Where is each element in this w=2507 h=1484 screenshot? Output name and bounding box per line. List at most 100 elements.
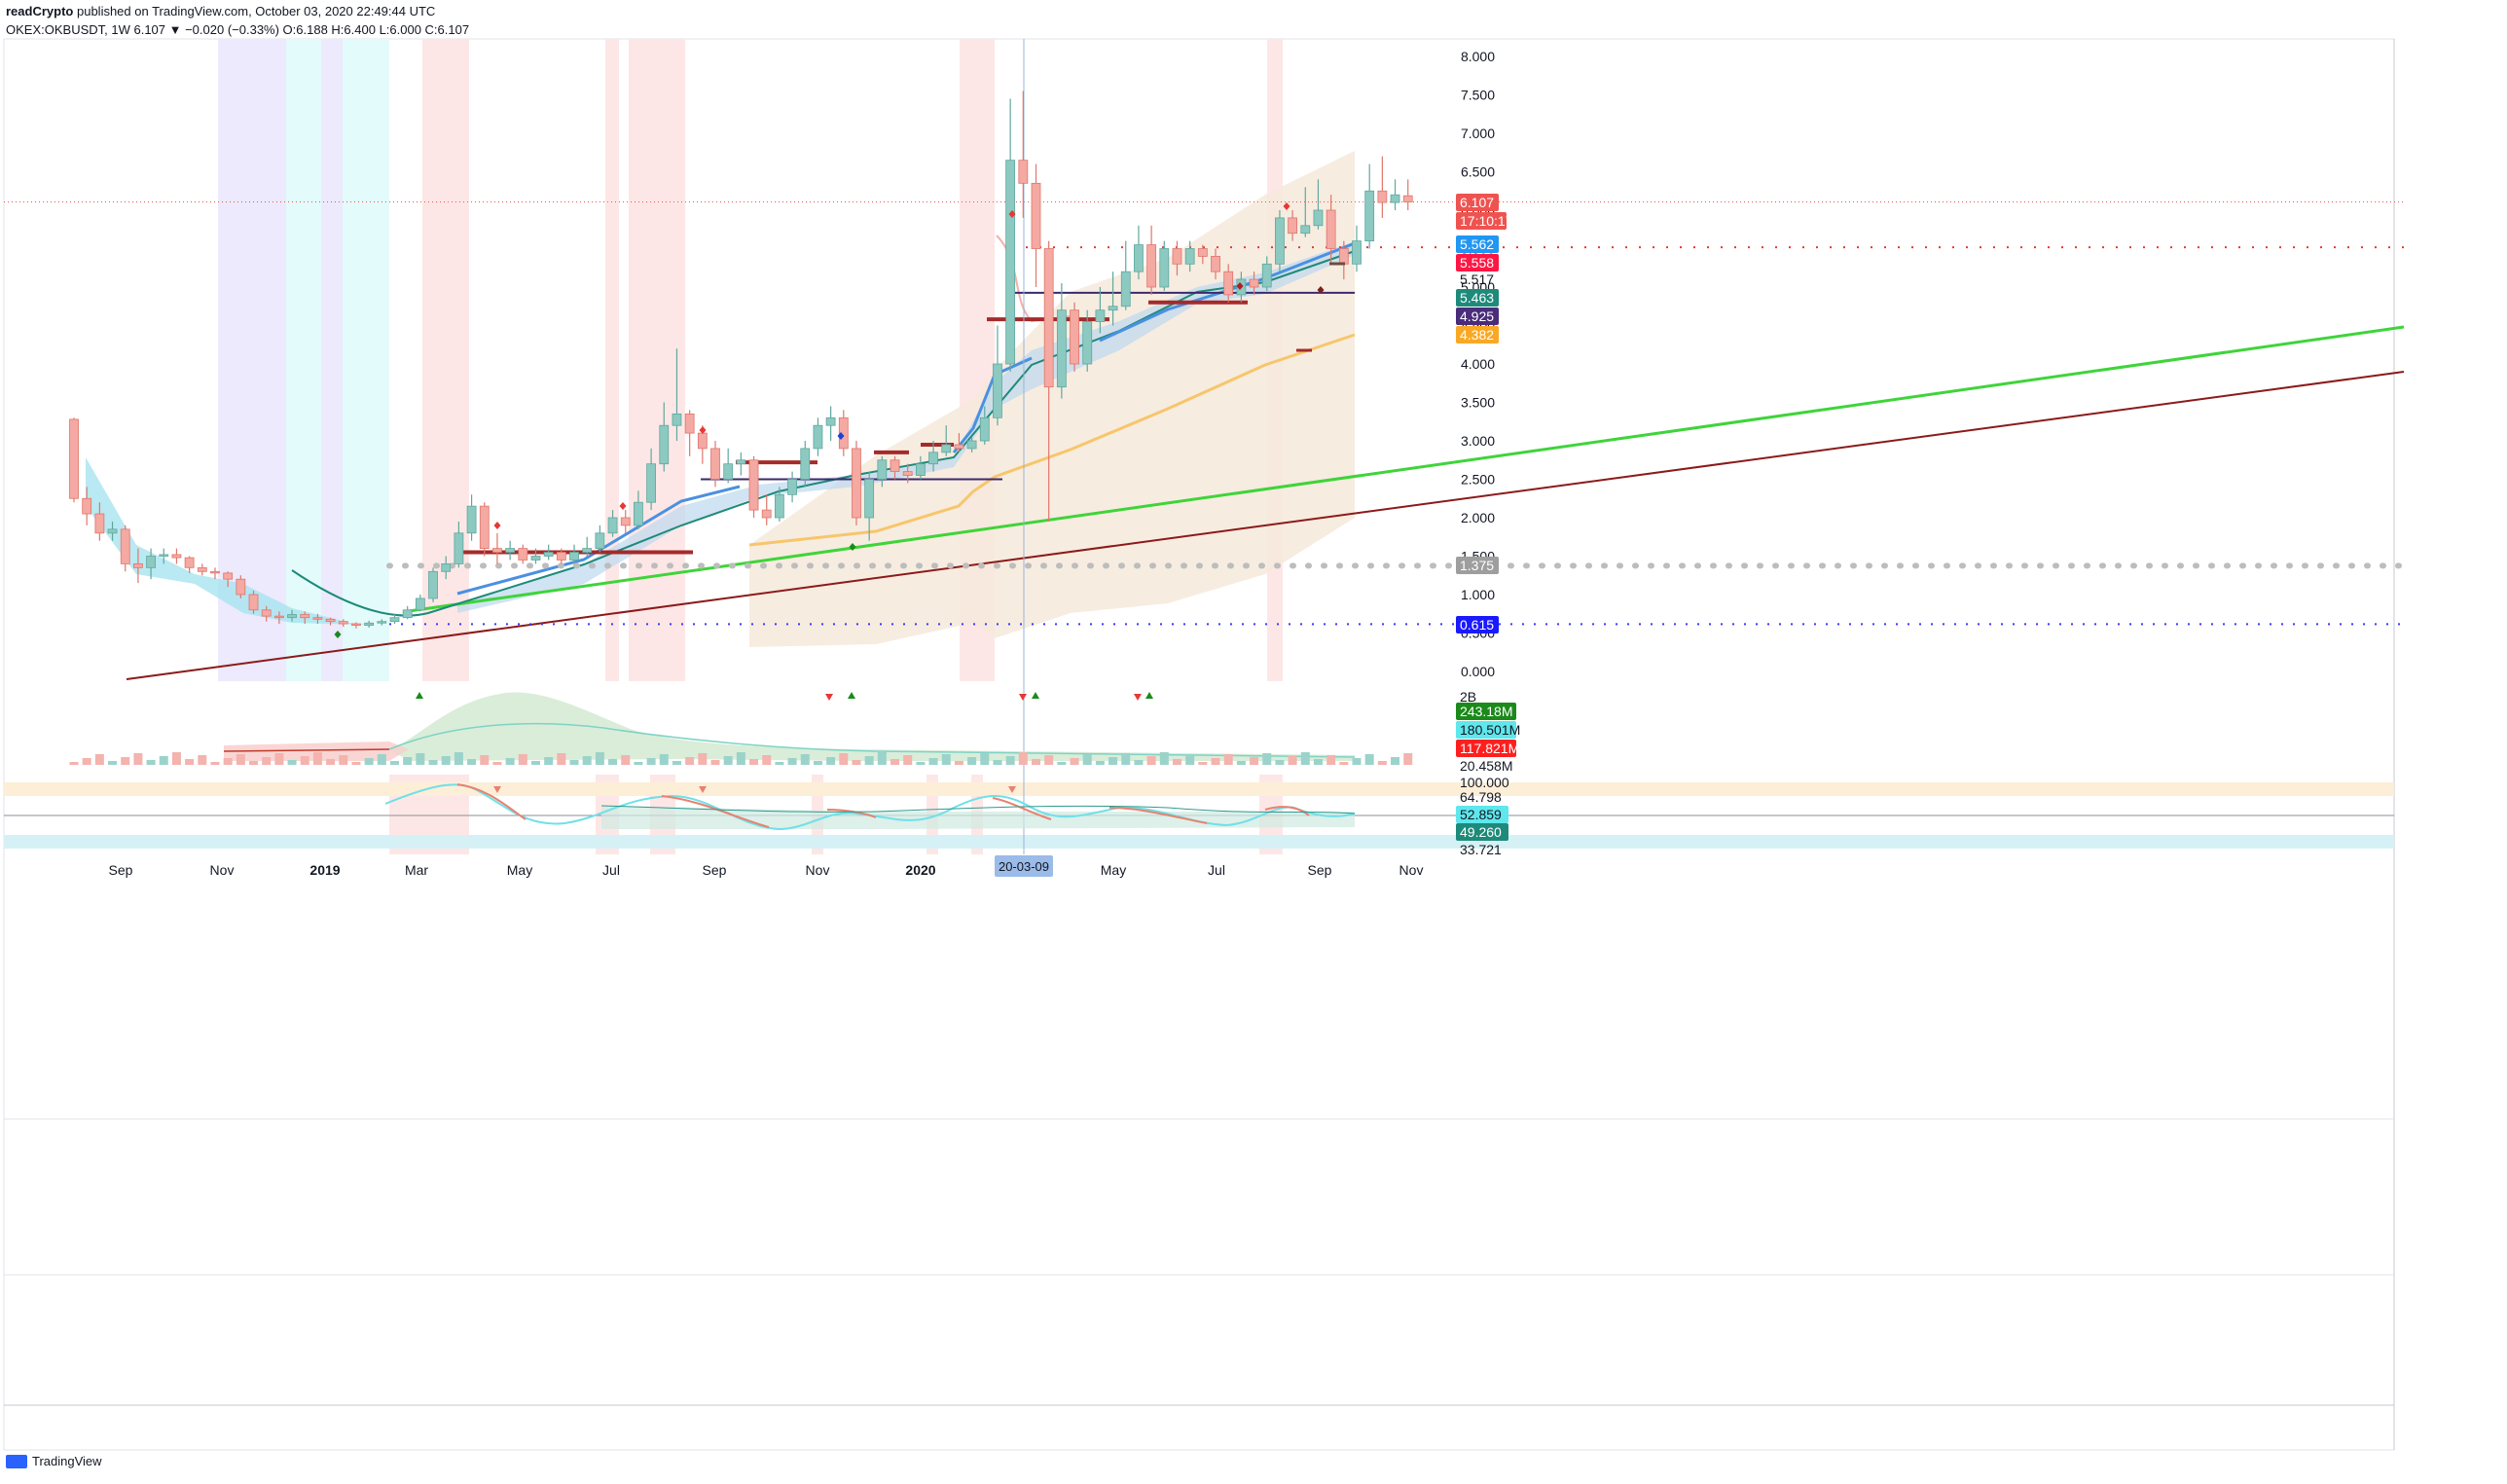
- candle: [684, 410, 695, 456]
- volume-bar: [1275, 760, 1285, 765]
- volume-bar: [749, 759, 759, 765]
- volume-bar: [1223, 754, 1233, 765]
- volume-bar: [569, 760, 579, 765]
- candle-body: [364, 622, 375, 626]
- candle-body: [518, 548, 528, 561]
- signal-marker-icon: [848, 692, 855, 699]
- candle: [672, 348, 682, 441]
- highlight-band: [343, 39, 389, 681]
- osc-marker-icon: [1008, 786, 1016, 793]
- volume-bar: [916, 762, 926, 765]
- candle: [146, 548, 156, 580]
- volume-bar: [582, 756, 592, 765]
- osc-overbought-zone: [4, 782, 2394, 796]
- volume-bar: [1339, 762, 1349, 765]
- candle: [736, 452, 746, 476]
- candle: [659, 402, 670, 472]
- candle-body: [492, 548, 502, 553]
- candle: [1095, 287, 1106, 334]
- candle: [748, 455, 759, 518]
- candle-body: [1275, 217, 1285, 265]
- candle: [1134, 225, 1144, 280]
- candle-body: [659, 424, 670, 465]
- candle-body: [556, 552, 566, 561]
- volume-bar: [210, 762, 220, 765]
- candle: [1223, 264, 1234, 303]
- candle: [915, 455, 926, 480]
- signal-marker-icon: [416, 692, 423, 699]
- candle-body: [1120, 271, 1131, 308]
- candle-body: [1390, 194, 1400, 203]
- candle-body: [787, 479, 797, 495]
- signal-diamond-icon: [1236, 282, 1244, 290]
- volume-bar: [1262, 753, 1272, 765]
- candle-body: [697, 432, 708, 450]
- candle-body: [300, 614, 310, 619]
- candle-body: [1134, 244, 1144, 272]
- volume-bar: [1185, 755, 1195, 765]
- candle: [287, 609, 297, 622]
- candle-body: [966, 440, 977, 450]
- candle-body: [351, 623, 361, 627]
- candle: [1326, 195, 1336, 265]
- candle-body: [634, 501, 643, 526]
- osc-oversold-zone: [4, 835, 2394, 849]
- osc-label: 64.798: [1460, 789, 1502, 805]
- signal-marker-icon: [1032, 692, 1039, 699]
- volume-bar: [544, 757, 554, 765]
- candle-body: [620, 517, 631, 526]
- candle: [261, 605, 272, 622]
- candle-body: [993, 363, 1002, 418]
- price-label: 0.615: [1460, 617, 1494, 633]
- time-axis: SepNov2019MarMayJulSepNov2020MarMayJulSe…: [109, 855, 1424, 878]
- price-tick-label: 8.000: [1461, 49, 1495, 64]
- candle-body: [864, 479, 875, 519]
- publisher-name[interactable]: readCrypto: [6, 4, 74, 18]
- volume-bar: [813, 761, 822, 765]
- candle: [120, 525, 130, 572]
- price-tick-label: 7.500: [1461, 88, 1495, 103]
- candle-body: [120, 528, 130, 564]
- candle-body: [273, 615, 284, 619]
- candle: [1184, 240, 1195, 272]
- osc-label-bg: [1456, 806, 1508, 823]
- candle: [710, 441, 720, 488]
- candle-body: [1095, 309, 1106, 322]
- volume-bar: [467, 759, 477, 765]
- candle: [1172, 240, 1182, 276]
- volume-bar: [980, 753, 990, 765]
- envelope-band: [749, 151, 1355, 647]
- candle: [351, 622, 361, 629]
- tradingview-logo[interactable]: TradingView: [6, 1454, 102, 1468]
- candle-body: [223, 572, 234, 580]
- volume-bar: [852, 760, 861, 765]
- candle-body: [1211, 255, 1220, 272]
- highlight-band: [605, 39, 619, 681]
- candle: [1031, 163, 1041, 287]
- candle-body: [1288, 217, 1297, 235]
- candle-body: [479, 505, 490, 550]
- time-tick-label: Jul: [602, 862, 620, 878]
- price-label: 5.558: [1460, 255, 1494, 271]
- volume-bar: [312, 752, 322, 765]
- volume-bar: [274, 753, 284, 765]
- candle: [723, 448, 734, 484]
- candle: [825, 406, 836, 441]
- candle: [800, 441, 811, 488]
- candle-body: [261, 609, 272, 617]
- volume-bar: [1377, 761, 1387, 765]
- highlight-band: [321, 39, 343, 681]
- time-tick-label: Nov: [1399, 862, 1424, 878]
- candle: [210, 567, 220, 580]
- candle-body: [146, 556, 156, 568]
- red-trend-line: [126, 371, 2405, 680]
- published-text: published on TradingView.com, October 03…: [76, 4, 436, 18]
- candle: [1249, 271, 1259, 295]
- candle: [402, 605, 413, 620]
- candle-body: [902, 471, 913, 476]
- time-tick-label: Mar: [405, 862, 428, 878]
- candle: [300, 611, 310, 625]
- oscillator-line: [384, 783, 1356, 831]
